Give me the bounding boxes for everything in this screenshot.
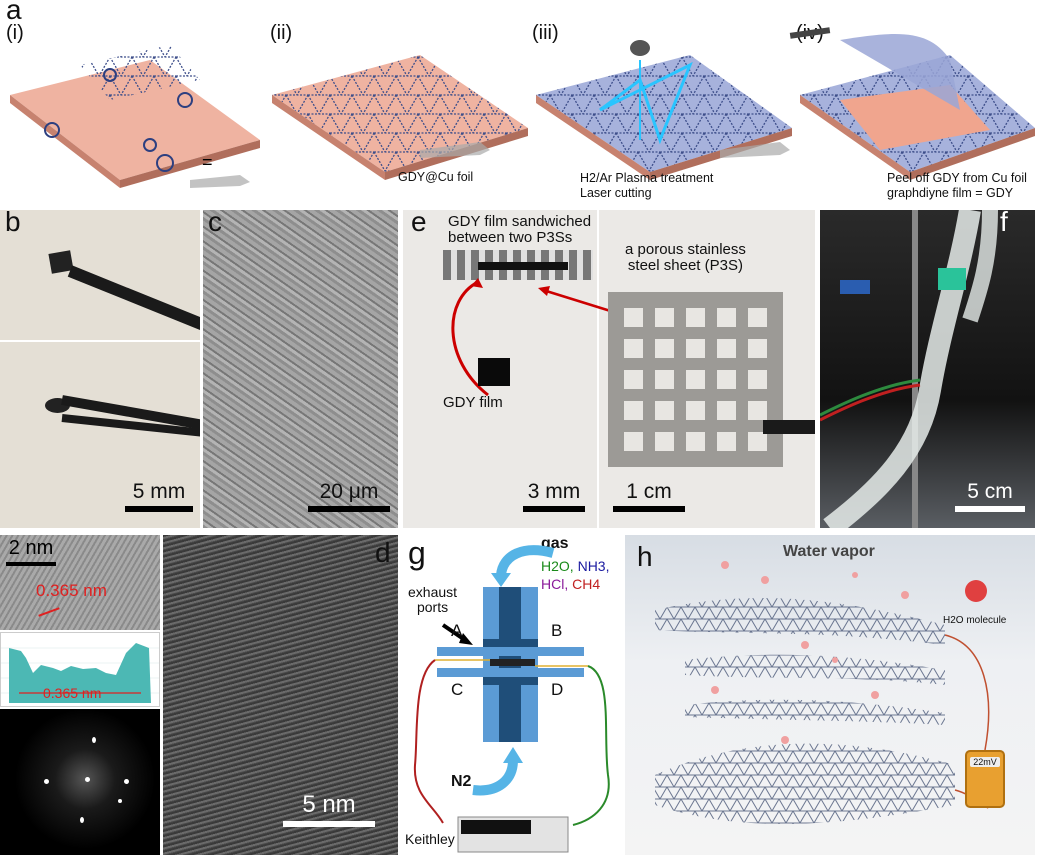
instrument-label: Keithley [405, 831, 455, 847]
port-a: A [451, 621, 463, 640]
n2-label: N2 [451, 773, 472, 790]
profile-spacing: 0.365 nm [43, 685, 102, 701]
arrow-icon [420, 142, 490, 158]
molecule-label: H2O molecule [943, 615, 1007, 626]
scale-bar: 5 mm [125, 480, 193, 512]
step-label: (iii) [532, 22, 559, 44]
step-caption: Peel off GDY from Cu foil [887, 171, 1027, 185]
gas-nh3: NH3, [577, 558, 610, 574]
port-d: D [551, 680, 564, 699]
tweezers [67, 265, 200, 333]
plasma-slab [536, 40, 792, 180]
panel-f: f 5 cm [820, 210, 1035, 528]
panel-g: g gas H2O, NH3, HCl, CH4 exhaust ports A … [403, 535, 618, 855]
intensity-profile: 0.365 nm [0, 632, 160, 707]
p3s-label: a porous stainless steel sheet (P3S) [625, 241, 746, 274]
title: Water vapor [783, 543, 875, 560]
panel-label: d [375, 537, 391, 568]
water-molecule-icon [965, 580, 987, 602]
step-caption: graphdiyne film = GDY [887, 186, 1014, 200]
scale-bar: 3 mm [523, 480, 585, 512]
panel-label: f [1000, 210, 1008, 237]
gdy-film-sample [478, 358, 510, 386]
scale-bar: 5 nm [283, 791, 375, 827]
profile-plot [1, 643, 159, 703]
scale-bar: 20 μm [308, 480, 390, 512]
fft-pattern [0, 709, 160, 855]
gas-ch4: CH4 [572, 576, 601, 592]
step-label: (i) [6, 22, 24, 44]
panel-label: e [411, 210, 427, 237]
scale-bar: 1 cm [613, 480, 685, 512]
lattice-spacing: 0.365 nm [36, 581, 107, 600]
panel-b: b 5 mm [0, 210, 200, 528]
gas-list: H2O, NH3, HCl, CH4 [541, 557, 618, 593]
scale-bar: 5 cm [955, 480, 1025, 512]
gdy-cu-slab [272, 55, 528, 180]
equals-sign: = [202, 152, 213, 172]
sandwich-label: GDY film sandwiched between two P3Ss [448, 213, 592, 246]
panel-label: a [6, 0, 22, 25]
arrow-icon [190, 175, 250, 188]
exhaust-label: exhaust ports [408, 584, 458, 615]
cu-foil-slab [10, 45, 260, 188]
panel-label: c [208, 210, 222, 237]
synthesis-scheme: = [10, 27, 1035, 188]
hrtem-inset: 2 nm 0.365 nm [0, 535, 160, 630]
tubing [820, 210, 998, 528]
step-label: (ii) [270, 22, 293, 44]
scale-bar: 2 nm [6, 537, 56, 566]
hrtem-image: d 5 nm [163, 535, 398, 855]
panel-h: h Water vapor H2O molecule 22mV [625, 535, 1035, 855]
voltmeter-icon: 22mV [965, 750, 1005, 808]
panel-label: h [637, 541, 653, 572]
panel-a: a (i) (ii) (iii) (iv) = [0, 0, 1039, 205]
port-c: C [451, 680, 464, 699]
step-caption: GDY@Cu foil [398, 170, 474, 184]
monomer-molecules [44, 68, 193, 172]
panel-label: g [408, 535, 426, 571]
peel-slab [789, 27, 1035, 180]
step-caption: Laser cutting [580, 186, 652, 200]
port-b: B [551, 621, 563, 640]
gas-hcl: HCl, [541, 576, 569, 592]
panel-e: e GDY film sandwiched between two P3Ss GD… [403, 210, 815, 528]
device-diagram [413, 545, 610, 853]
tweezers [763, 420, 815, 434]
steel-sheet [608, 292, 783, 467]
panel-d: 2 nm 0.365 nm 0.365 nm d 5 nm [0, 535, 398, 855]
gas-h2o: H2O, [541, 558, 574, 574]
film-label: GDY film [443, 394, 503, 411]
arrow-icon [720, 142, 790, 158]
panel-c: c 20 μm [203, 210, 398, 528]
step-caption: H2/Ar Plasma treatment [580, 171, 714, 185]
panel-label: b [5, 210, 21, 237]
